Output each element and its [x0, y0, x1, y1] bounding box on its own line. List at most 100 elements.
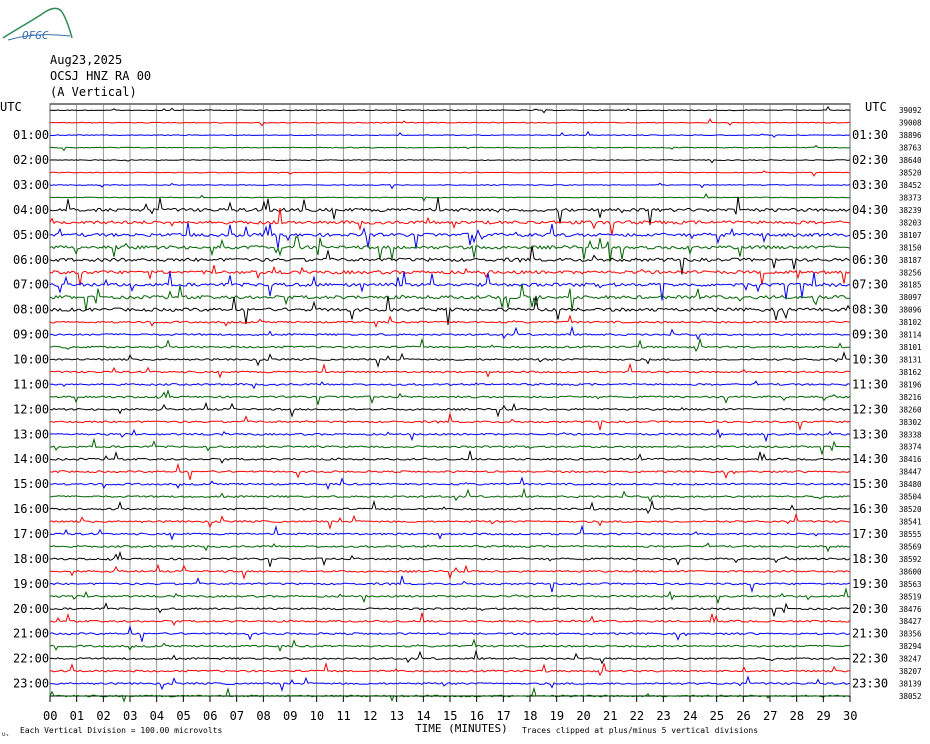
trace-line-37 [49, 550, 851, 567]
trace-offset-label: 38302 [899, 418, 922, 427]
trace-offset-label: 38203 [899, 218, 922, 227]
trace-line-8 [49, 192, 850, 202]
x-tick-label: 26 [736, 709, 750, 723]
trace-line-40 [49, 587, 851, 605]
trace-offset-label: 38447 [899, 468, 922, 477]
trace-offset-label: 38239 [899, 206, 922, 215]
trace-line-24 [49, 388, 851, 405]
trace-offset-label: 38207 [899, 667, 922, 676]
trace-line-3 [49, 130, 851, 138]
trace-line-44 [49, 638, 851, 653]
trace-line-32 [49, 487, 851, 503]
left-hour-label: 23:00 [13, 677, 49, 691]
left-hour-label: 01:00 [13, 128, 49, 142]
x-tick-label: 02 [96, 709, 110, 723]
x-tick-label: 00 [43, 709, 57, 723]
scale-note: Each Vertical Division = 100.00 microvol… [20, 726, 222, 735]
trace-line-12 [49, 235, 851, 263]
left-hour-label: 03:00 [13, 178, 49, 192]
trace-line-15 [49, 271, 851, 301]
trace-line-11 [49, 222, 851, 249]
trace-offset-label: 38107 [899, 231, 922, 240]
trace-offset-label: 38504 [899, 493, 922, 502]
x-tick-label: 29 [816, 709, 830, 723]
trace-offset-label: 38452 [899, 181, 922, 190]
trace-line-30 [49, 462, 851, 480]
trace-line-45 [49, 649, 851, 665]
right-hour-label: 14:30 [852, 452, 888, 466]
trace-offset-label: 38294 [899, 642, 922, 651]
trace-offset-label: 38185 [899, 281, 922, 290]
trace-offset-label: 38640 [899, 156, 922, 165]
x-tick-label: 13 [390, 709, 404, 723]
trace-line-16 [49, 283, 851, 311]
left-hour-label: 18:00 [13, 552, 49, 566]
trace-offset-label: 38555 [899, 530, 922, 539]
left-hour-label: 10:00 [13, 352, 49, 366]
right-hour-label: 23:30 [852, 677, 888, 691]
right-hour-label: 07:30 [852, 278, 888, 292]
trace-line-17 [49, 295, 851, 325]
right-hour-label: 13:30 [852, 427, 888, 441]
trace-offset-label: 38338 [899, 430, 922, 439]
trace-offset-label: 38096 [899, 306, 922, 315]
x-tick-label: 23 [656, 709, 670, 723]
left-hour-label: 07:00 [13, 278, 49, 292]
trace-line-35 [49, 524, 851, 541]
x-tick-label: 28 [790, 709, 804, 723]
trace-line-6 [49, 170, 851, 177]
left-hour-label: 13:00 [13, 427, 49, 441]
trace-offset-label: 38131 [899, 355, 922, 364]
right-hour-label: 10:30 [852, 352, 888, 366]
right-hour-label: 06:30 [852, 253, 888, 267]
x-tick-label: 10 [310, 709, 324, 723]
x-tick-label: 24 [683, 709, 697, 723]
trace-line-2 [49, 118, 850, 127]
trace-offset-label: 38373 [899, 193, 922, 202]
trace-line-18 [49, 314, 850, 328]
left-hour-label: 04:00 [13, 203, 49, 217]
left-hour-label: 14:00 [13, 452, 49, 466]
right-hour-label: 12:30 [852, 402, 888, 416]
right-hour-label: 15:30 [852, 477, 888, 491]
right-hour-label: 03:30 [852, 178, 888, 192]
right-hour-label: 17:30 [852, 527, 888, 541]
trace-line-23 [49, 380, 851, 390]
trace-line-5 [49, 159, 851, 164]
trace-line-28 [49, 437, 851, 455]
trace-line-41 [49, 602, 851, 617]
right-hour-label: 18:30 [852, 552, 888, 566]
trace-line-4 [49, 144, 850, 152]
right-hour-label: 05:30 [852, 228, 888, 242]
trace-offset-label: 38162 [899, 368, 922, 377]
right-hour-label: 04:30 [852, 203, 888, 217]
trace-offset-label: 38416 [899, 455, 922, 464]
trace-offset-label: 38356 [899, 630, 922, 639]
x-tick-label: 22 [630, 709, 644, 723]
trace-line-9 [49, 196, 851, 226]
trace-line-14 [49, 264, 851, 286]
x-tick-label: 12 [363, 709, 377, 723]
right-hour-label: 22:30 [852, 652, 888, 666]
trace-offset-label: 38097 [899, 293, 922, 302]
trace-line-29 [49, 450, 851, 464]
trace-line-10 [49, 207, 851, 236]
left-hour-label: 06:00 [13, 253, 49, 267]
x-tick-label: 25 [710, 709, 724, 723]
right-hour-label: 01:30 [852, 128, 888, 142]
x-tick-label: 20 [576, 709, 590, 723]
trace-offset-label: 38563 [899, 580, 922, 589]
trace-line-19 [49, 325, 851, 341]
trace-offset-label: 38102 [899, 318, 922, 327]
corner-mark: ᴜₛ [2, 731, 9, 738]
x-tick-label: 18 [523, 709, 537, 723]
x-tick-label: 16 [470, 709, 484, 723]
trace-offset-label: 38150 [899, 243, 922, 252]
x-axis-title: TIME (MINUTES) [415, 722, 508, 735]
trace-offset-label: 38476 [899, 605, 922, 614]
trace-line-38 [49, 563, 851, 580]
left-hour-label: 11:00 [13, 377, 49, 391]
left-hour-label: 20:00 [13, 602, 49, 616]
trace-offset-labels: 39092 39008 38896 38763 38640 38520 38452 38373… [899, 106, 922, 701]
trace-offset-label: 38374 [899, 443, 922, 452]
